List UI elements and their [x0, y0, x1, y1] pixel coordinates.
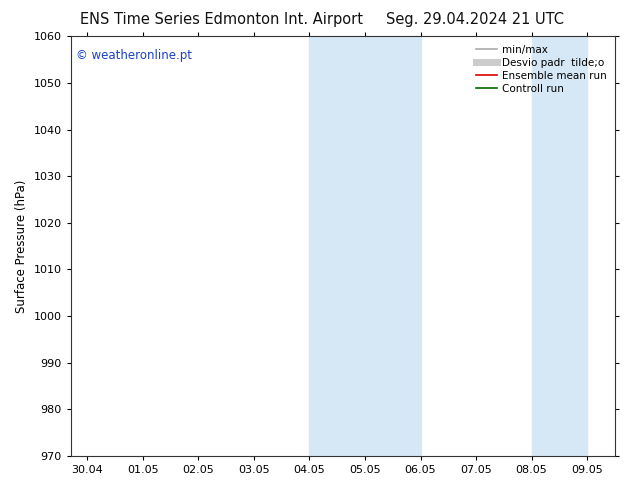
- Text: Seg. 29.04.2024 21 UTC: Seg. 29.04.2024 21 UTC: [387, 12, 564, 27]
- Legend: min/max, Desvio padr  tilde;o, Ensemble mean run, Controll run: min/max, Desvio padr tilde;o, Ensemble m…: [472, 42, 610, 97]
- Text: © weatheronline.pt: © weatheronline.pt: [76, 49, 192, 62]
- Bar: [309, 36, 365, 456]
- Y-axis label: Surface Pressure (hPa): Surface Pressure (hPa): [15, 179, 28, 313]
- Bar: [531, 36, 559, 456]
- Bar: [365, 36, 420, 456]
- Bar: [559, 36, 587, 456]
- Text: ENS Time Series Edmonton Int. Airport: ENS Time Series Edmonton Int. Airport: [81, 12, 363, 27]
